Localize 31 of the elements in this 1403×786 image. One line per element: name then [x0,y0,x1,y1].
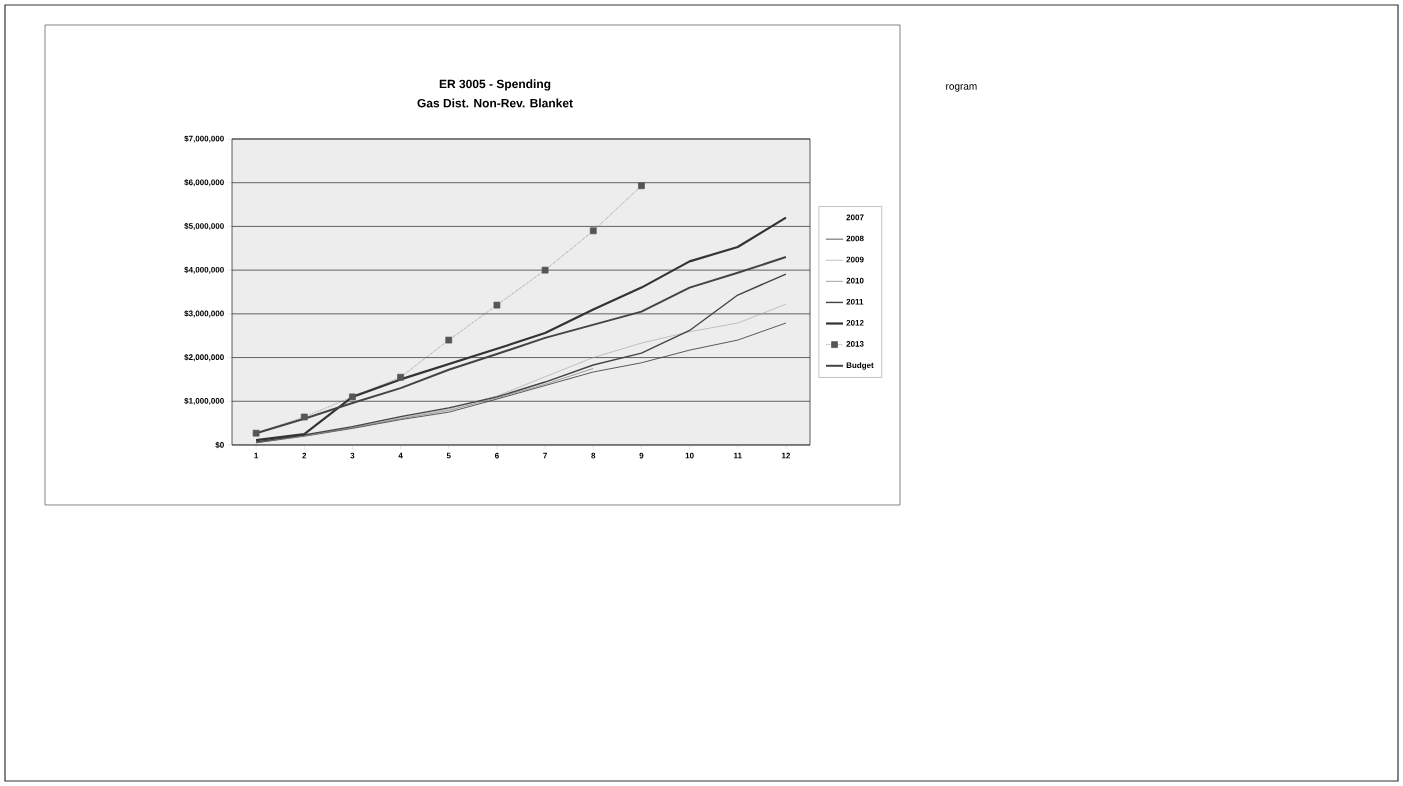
y-tick-label: $7,000,000 [184,135,224,143]
y-tick-label: $0 [215,441,224,449]
y-tick-label: $6,000,000 [184,179,224,187]
y-tick-label: $5,000,000 [184,222,224,231]
y-tick-label: $3,000,000 [184,310,224,318]
chart-title: ER 3005 - Spending [439,79,551,91]
text: 2007 [846,214,864,221]
x-tick-label: 4 [398,452,403,459]
legend-label: 2008 [846,235,864,242]
x-tick-label: 12 [781,452,791,459]
x-tick-label: 2 [302,452,307,459]
x-tick-label: 9 [639,452,644,459]
x-tick-label: 6 [495,452,499,459]
legend-label: 2013 [846,341,864,347]
y-tick-label: $1,000,000 [184,397,224,405]
legend-label: 2011 [846,298,864,305]
legend-label: 2009 [846,256,864,263]
y-tick-label: $4,000,000 [184,266,224,274]
y-tick-label: $2,000,000 [184,353,224,362]
x-tick-label: 5 [446,452,451,459]
legend-label: 2012 [846,319,864,326]
x-tick-label: 3 [350,452,355,459]
x-tick-label: 1 [254,452,259,459]
x-tick-label: 11 [734,452,742,459]
legend-label: 2010 [846,277,864,284]
x-tick-label: 8 [591,452,596,459]
text: rogram [946,84,977,92]
chart-subtitle: Gas Dist. Non-Rev. Blanket [417,98,573,108]
x-tick-label: 7 [543,452,547,459]
legend-label: Budget [846,362,874,370]
x-tick-label: 10 [685,452,694,459]
